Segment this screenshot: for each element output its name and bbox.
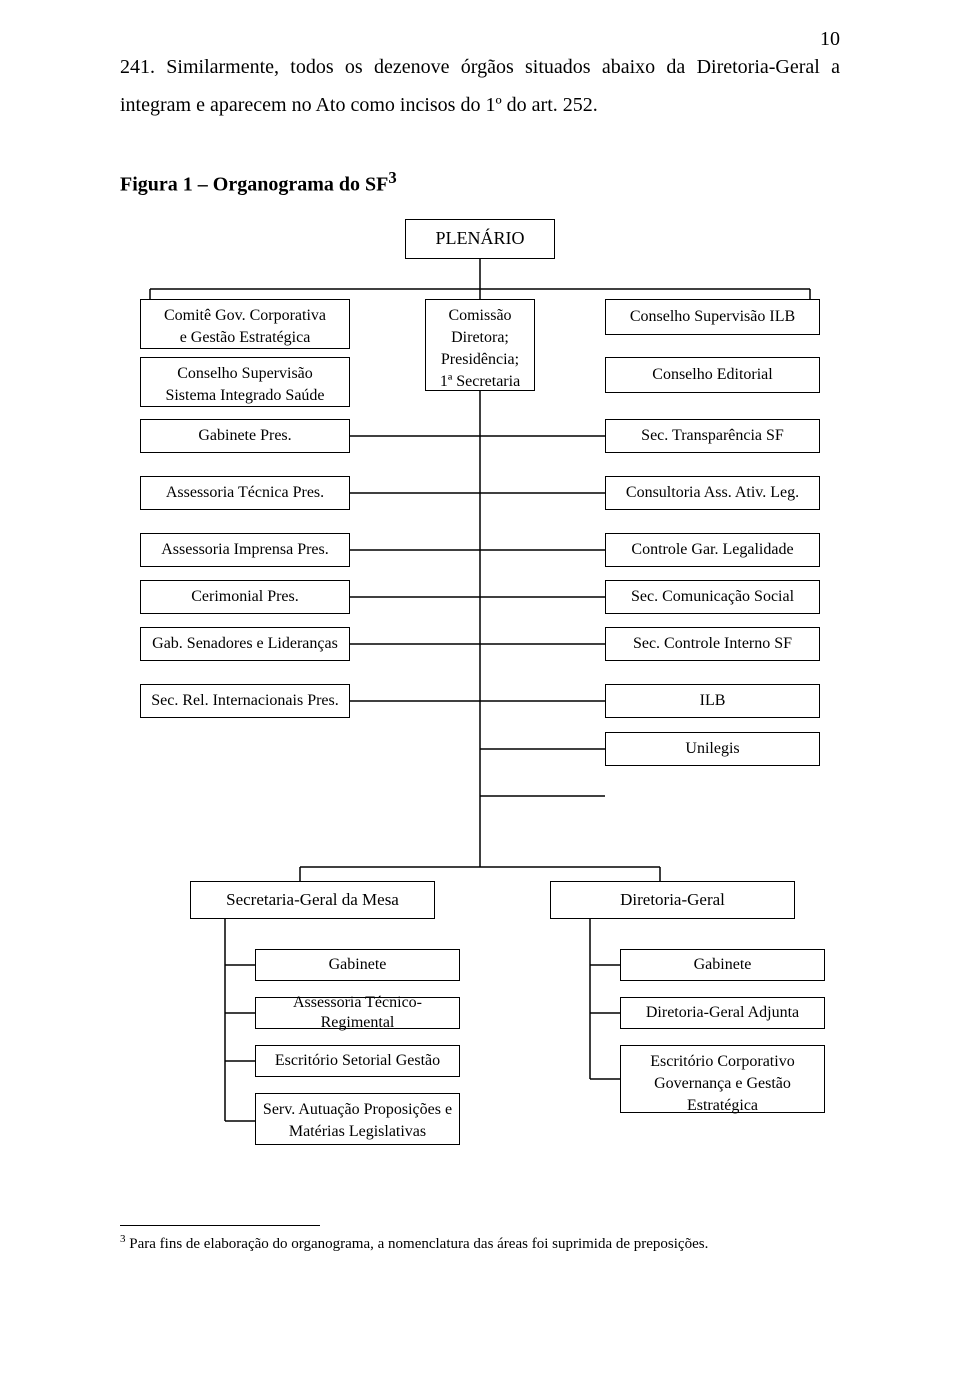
text: e Gestão Estratégica: [147, 328, 343, 348]
text: Diretoria-Geral: [620, 889, 725, 910]
footnote: 3 Para fins de elaboração do organograma…: [120, 1232, 840, 1255]
node-conselho-ilb: Conselho Supervisão ILB: [605, 299, 820, 335]
node-gab-sen: Gab. Senadores e Lideranças: [140, 627, 350, 661]
node-esc-corp: Escritório Corporativo Governança e Gest…: [620, 1045, 825, 1113]
figure-title-text: Figura 1 – Organograma do SF: [120, 174, 388, 196]
node-sgm-gabinete: Gabinete: [255, 949, 460, 981]
page-root: 10 241. Similarmente, todos os dezenove …: [0, 0, 960, 1397]
text: Consultoria Ass. Ativ. Leg.: [626, 483, 799, 503]
node-sec-rel-int: Sec. Rel. Internacionais Pres.: [140, 684, 350, 718]
node-ctrl-gar: Controle Gar. Legalidade: [605, 533, 820, 567]
text: Cerimonial Pres.: [191, 587, 299, 607]
node-ilb: ILB: [605, 684, 820, 718]
text: Gabinete: [694, 955, 752, 975]
node-unilegis: Unilegis: [605, 732, 820, 766]
text: Gab. Senadores e Lideranças: [152, 634, 338, 654]
text: Gabinete: [329, 955, 387, 975]
body-paragraph: 241. Similarmente, todos os dezenove órg…: [120, 48, 840, 124]
text: 1ª Secretaria: [432, 372, 528, 392]
text: Assessoria Técnica Pres.: [166, 483, 324, 503]
figure-title: Figura 1 – Organograma do SF3: [120, 168, 840, 197]
text: Sec. Controle Interno SF: [633, 634, 792, 654]
text: Governança e Gestão: [627, 1074, 818, 1094]
text: Assessoria Técnico-Regimental: [262, 993, 453, 1033]
text: Sistema Integrado Saúde: [147, 386, 343, 406]
node-conselho-saude: Conselho Supervisão Sistema Integrado Sa…: [140, 357, 350, 407]
node-plenario: PLENÁRIO: [405, 219, 555, 259]
text: Conselho Supervisão ILB: [630, 307, 795, 327]
node-comissao: Comissão Diretora; Presidência; 1ª Secre…: [425, 299, 535, 391]
text: Diretoria-Geral Adjunta: [646, 1003, 799, 1023]
footnote-text: Para fins de elaboração do organograma, …: [126, 1236, 709, 1252]
node-dg-adj: Diretoria-Geral Adjunta: [620, 997, 825, 1029]
node-plenario-label: PLENÁRIO: [436, 227, 525, 250]
node-dg-gabinete: Gabinete: [620, 949, 825, 981]
node-conselho-editorial: Conselho Editorial: [605, 357, 820, 393]
text: Escritório Corporativo: [627, 1052, 818, 1072]
text: Sec. Comunicação Social: [631, 587, 794, 607]
text: Serv. Autuação Proposições e: [262, 1100, 453, 1120]
node-sec-ctrl-int: Sec. Controle Interno SF: [605, 627, 820, 661]
text: Gabinete Pres.: [198, 426, 291, 446]
text: ILB: [700, 691, 726, 711]
node-esc-set-gest: Escritório Setorial Gestão: [255, 1045, 460, 1077]
figure-title-sup: 3: [388, 168, 396, 187]
text: Sec. Rel. Internacionais Pres.: [151, 691, 339, 711]
text: Unilegis: [685, 739, 739, 759]
text: Matérias Legislativas: [262, 1122, 453, 1142]
text: Escritório Setorial Gestão: [275, 1051, 440, 1071]
node-ass-tec: Assessoria Técnica Pres.: [140, 476, 350, 510]
text: Sec. Transparência SF: [641, 426, 784, 446]
footnote-rule: [120, 1225, 320, 1226]
text: Diretora;: [432, 328, 528, 348]
node-ass-imp: Assessoria Imprensa Pres.: [140, 533, 350, 567]
node-ass-tec-reg: Assessoria Técnico-Regimental: [255, 997, 460, 1029]
node-sec-com: Sec. Comunicação Social: [605, 580, 820, 614]
text: Estratégica: [627, 1096, 818, 1116]
text: Secretaria-Geral da Mesa: [226, 889, 399, 910]
node-cerimonial: Cerimonial Pres.: [140, 580, 350, 614]
node-serv-aut: Serv. Autuação Proposições e Matérias Le…: [255, 1093, 460, 1145]
text: Conselho Supervisão: [147, 364, 343, 384]
text: Presidência;: [432, 350, 528, 370]
node-dg: Diretoria-Geral: [550, 881, 795, 919]
text: Comitê Gov. Corporativa: [147, 306, 343, 326]
text: Assessoria Imprensa Pres.: [161, 540, 329, 560]
text: Controle Gar. Legalidade: [631, 540, 793, 560]
node-comite-gov: Comitê Gov. Corporativa e Gestão Estraté…: [140, 299, 350, 349]
text: Comissão: [432, 306, 528, 326]
node-sec-transp: Sec. Transparência SF: [605, 419, 820, 453]
node-consultoria: Consultoria Ass. Ativ. Leg.: [605, 476, 820, 510]
org-chart: PLENÁRIO Comitê Gov. Corporativa e Gestã…: [120, 209, 840, 1209]
text: Conselho Editorial: [652, 365, 772, 385]
node-gab-pres: Gabinete Pres.: [140, 419, 350, 453]
node-sgm: Secretaria-Geral da Mesa: [190, 881, 435, 919]
page-number: 10: [820, 28, 840, 51]
